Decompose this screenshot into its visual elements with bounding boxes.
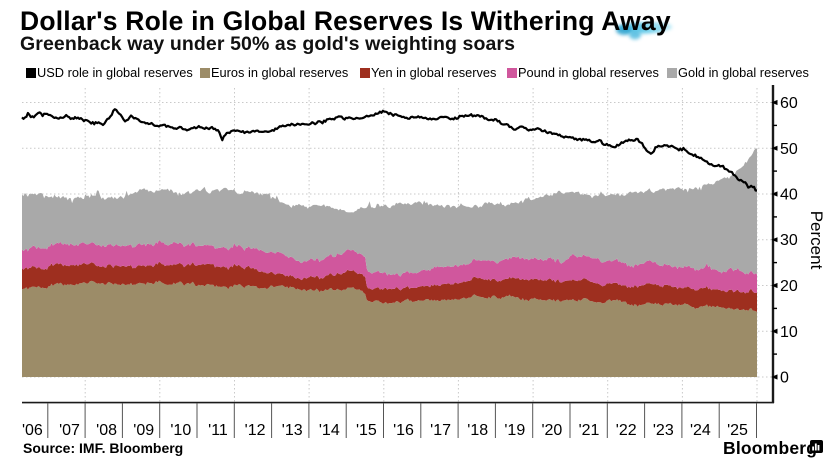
svg-text:'24: '24 (690, 422, 711, 439)
svg-text:'25: '25 (727, 422, 748, 439)
svg-text:30: 30 (780, 232, 798, 249)
svg-text:'16: '16 (393, 422, 414, 439)
svg-text:'19: '19 (504, 422, 525, 439)
svg-text:20: 20 (780, 278, 798, 295)
svg-text:'22: '22 (616, 422, 637, 439)
svg-text:'08: '08 (96, 422, 117, 439)
svg-text:'12: '12 (245, 422, 266, 439)
svg-text:'13: '13 (282, 422, 303, 439)
svg-text:'20: '20 (541, 422, 562, 439)
svg-text:Percent: Percent (807, 211, 826, 270)
svg-text:'07: '07 (59, 422, 80, 439)
svg-text:'17: '17 (430, 422, 451, 439)
svg-text:'14: '14 (319, 422, 340, 439)
svg-text:10: 10 (780, 324, 798, 341)
svg-text:'23: '23 (653, 422, 674, 439)
svg-text:50: 50 (780, 141, 798, 158)
svg-text:'06: '06 (22, 422, 43, 439)
svg-text:'10: '10 (170, 422, 191, 439)
svg-text:'11: '11 (208, 422, 228, 439)
svg-text:'21: '21 (579, 422, 600, 439)
svg-text:40: 40 (780, 187, 798, 204)
svg-text:'15: '15 (356, 422, 377, 439)
svg-text:'18: '18 (467, 422, 488, 439)
svg-text:'09: '09 (133, 422, 154, 439)
svg-text:0: 0 (780, 370, 789, 387)
svg-text:60: 60 (780, 95, 798, 112)
